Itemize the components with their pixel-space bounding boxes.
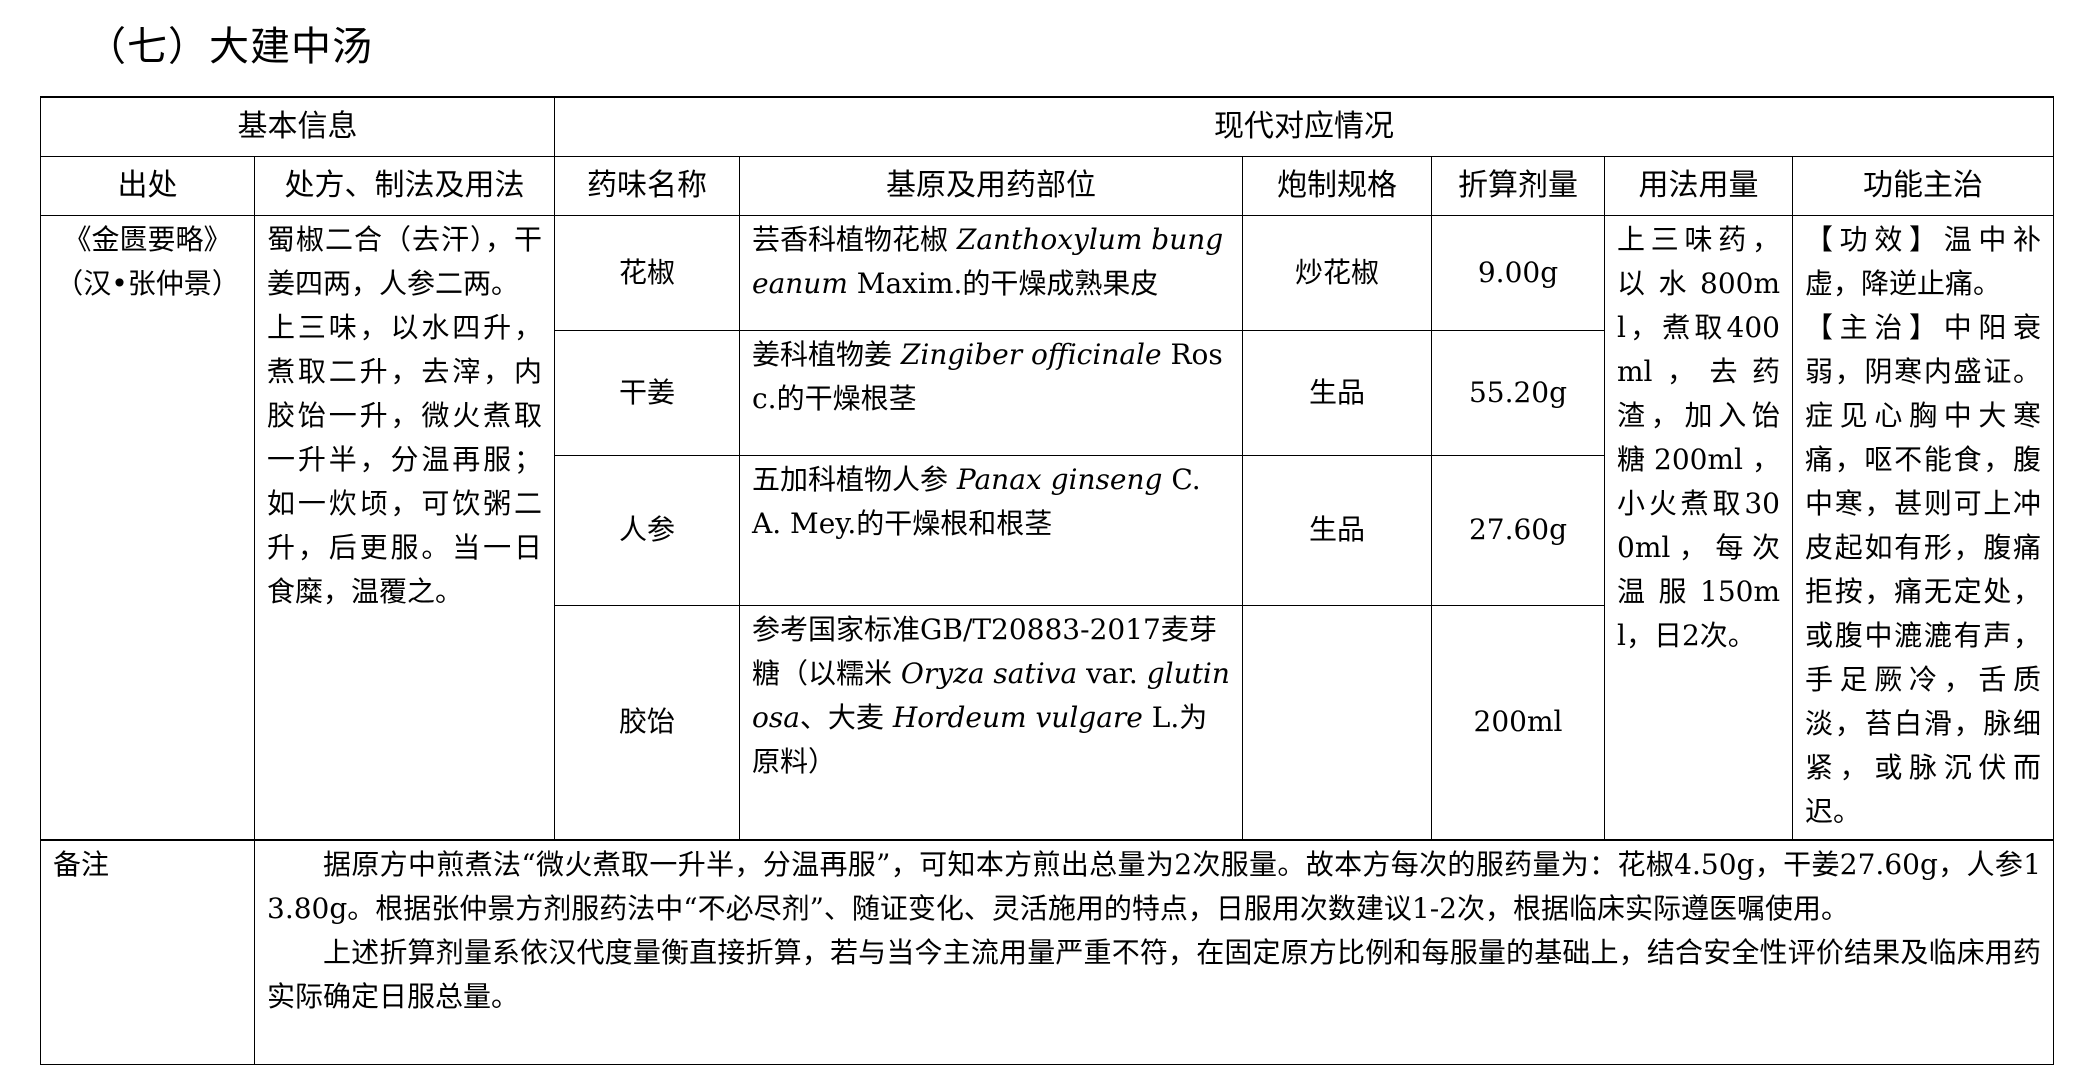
col-header: 功能主治 — [1791, 155, 2055, 216]
col-header: 药味名称 — [554, 155, 740, 216]
note-paragraph: 据原方中煎煮法“微火煮取一升半，分温再服”，可知本方煎出总量为2次服量。故本方每… — [267, 848, 2042, 925]
header-basic-info: 基本信息 — [40, 96, 555, 157]
herb-dose: 200ml — [1431, 604, 1605, 841]
col-header: 炮制规格 — [1242, 155, 1432, 216]
herb-name: 人参 — [554, 454, 740, 606]
source-book: 《金匮要略》 — [63, 222, 232, 256]
herb-processing: 炒花椒 — [1242, 214, 1432, 331]
source-author: （汉•张仲景） — [55, 266, 240, 300]
note-cell: 据原方中煎煮法“微火煮取一升半，分温再服”，可知本方煎出总量为2次服量。故本方每… — [253, 839, 2055, 1065]
function-cell: 【功效】温中补虚，降逆止痛。 【主治】中阳衰弱，阴寒内盛证。症见心胸中大寒痛，呕… — [1791, 214, 2055, 841]
col-header: 基原及用药部位 — [739, 155, 1243, 216]
herb-name: 花椒 — [554, 214, 740, 331]
herb-name: 胶饴 — [554, 604, 740, 841]
section-title: （七）大建中汤 — [86, 24, 373, 70]
herb-origin: 姜科植物姜 Zingiber officinale Rosc.的干燥根茎 — [739, 329, 1243, 456]
herb-dose: 55.20g — [1431, 329, 1605, 456]
herb-processing: 生品 — [1242, 454, 1432, 606]
col-header: 处方、制法及用法 — [254, 155, 555, 216]
herb-dose: 9.00g — [1431, 214, 1605, 331]
herb-dose: 27.60g — [1431, 454, 1605, 606]
herb-origin: 参考国家标准GB/T20883-2017麦芽糖（以糯米 Oryza sativa… — [739, 604, 1243, 841]
herb-processing: 生品 — [1242, 329, 1432, 456]
col-header: 用法用量 — [1604, 155, 1793, 216]
col-header: 出处 — [40, 155, 255, 216]
herb-name: 干姜 — [554, 329, 740, 456]
herb-origin: 芸香科植物花椒 Zanthoxylum bungeanum Maxim.的干燥成… — [739, 214, 1243, 331]
herb-processing — [1242, 604, 1432, 841]
herb-origin: 五加科植物人参 Panax ginseng C. A. Mey.的干燥根和根茎 — [739, 454, 1243, 606]
usage-cell: 上三味药，以水800ml，煮取400ml，去药渣，加入饴糖200ml，小火煮取3… — [1604, 214, 1793, 841]
col-header: 折算剂量 — [1431, 155, 1605, 216]
source-cell: 《金匮要略》 （汉•张仲景） — [40, 214, 255, 841]
note-label: 备注 — [40, 839, 255, 1065]
header-modern: 现代对应情况 — [553, 96, 2055, 157]
note-paragraph: 上述折算剂量系依汉代度量衡直接折算，若与当今主流用量严重不符，在固定原方比例和每… — [267, 936, 2042, 1013]
prescription-cell: 蜀椒二合（去汗），干姜四两，人参二两。 上三味，以水四升，煮取二升，去滓，内胶饴… — [254, 214, 555, 841]
formula-table: 基本信息 现代对应情况 出处 处方、制法及用法 药味名称 基原及用药部位 炮制规… — [40, 96, 2055, 1065]
